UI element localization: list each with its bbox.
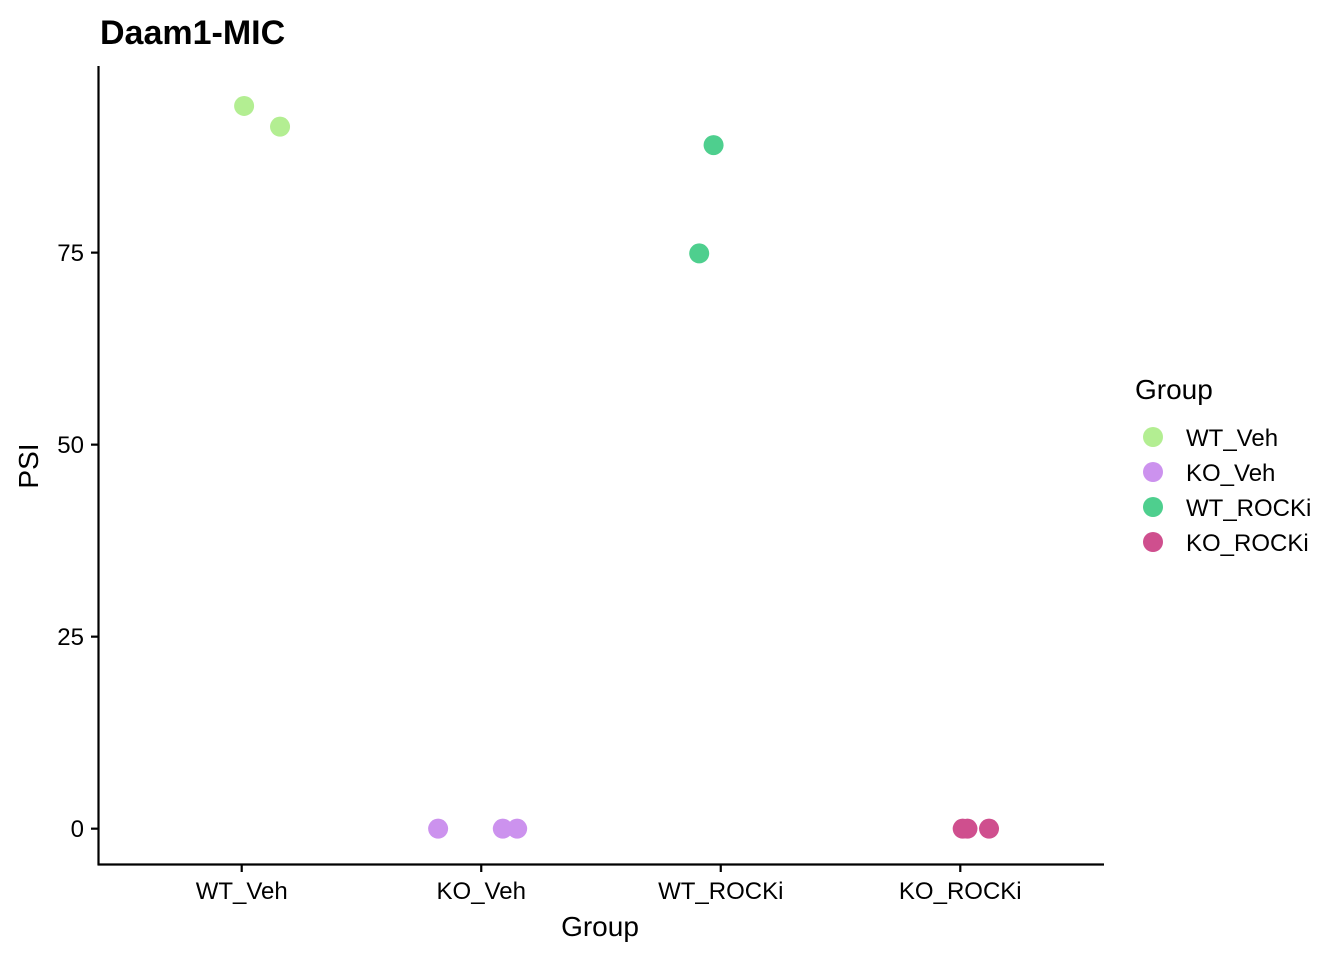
data-points xyxy=(234,95,1000,839)
x-tick-label: WT_ROCKi xyxy=(658,878,783,905)
data-point xyxy=(492,818,513,839)
data-point xyxy=(507,818,528,839)
data-point xyxy=(270,116,291,137)
y-tick-label: 25 xyxy=(57,624,84,651)
x-tick-label: WT_Veh xyxy=(196,878,288,905)
x-tick-label: KO_ROCKi xyxy=(899,878,1022,905)
legend-label: WT_Veh xyxy=(1186,425,1278,452)
data-point xyxy=(428,818,449,839)
y-axis-title: PSI xyxy=(13,443,44,488)
y-tick-label: 75 xyxy=(57,240,84,267)
legend-title: Group xyxy=(1135,374,1213,405)
x-tick-label: KO_Veh xyxy=(437,878,526,905)
x-axis: WT_Veh KO_Veh WT_ROCKi KO_ROCKi xyxy=(97,863,1104,905)
legend-key xyxy=(1143,497,1163,517)
x-axis-title: Group xyxy=(561,911,639,942)
y-tick-label: 0 xyxy=(71,816,84,843)
legend-label: WT_ROCKi xyxy=(1186,495,1311,522)
legend-label: KO_Veh xyxy=(1186,460,1275,487)
data-point xyxy=(979,818,1000,839)
legend-key xyxy=(1143,462,1163,482)
chart-title: Daam1-MIC xyxy=(100,14,285,52)
data-point xyxy=(703,135,724,156)
legend: Group WT_Veh KO_Veh WT_ROCKi KO_ROCKi xyxy=(1135,374,1311,557)
legend-key xyxy=(1143,532,1163,552)
data-point xyxy=(234,95,255,116)
y-axis: 0 25 50 75 xyxy=(57,66,100,865)
legend-label: KO_ROCKi xyxy=(1186,530,1309,557)
data-point xyxy=(957,818,978,839)
legend-key xyxy=(1143,427,1163,447)
data-point xyxy=(689,243,710,264)
y-tick-label: 50 xyxy=(57,432,84,459)
